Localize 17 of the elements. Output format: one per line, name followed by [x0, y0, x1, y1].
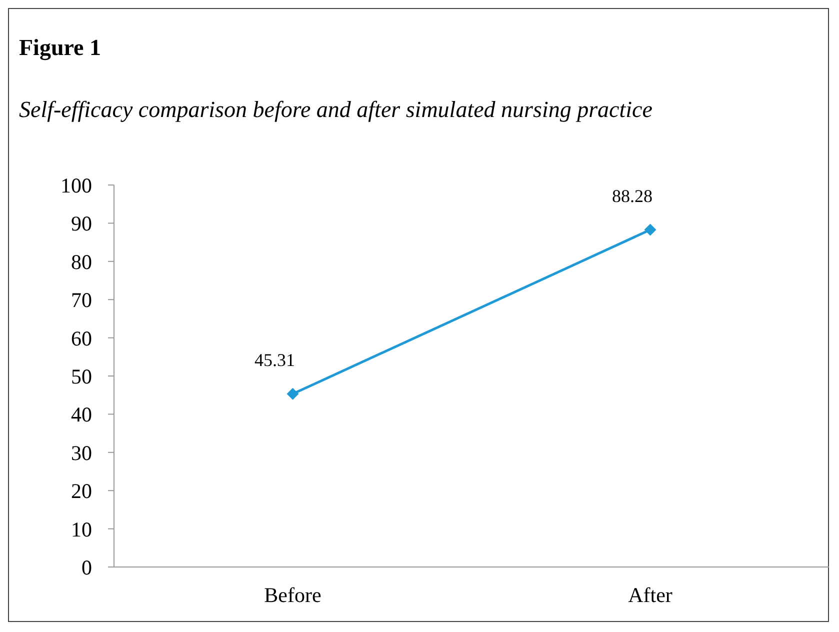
data-label: 88.28: [612, 186, 652, 206]
y-tick-label: 50: [71, 364, 92, 388]
chart-subtitle: Self-efficacy comparison before and after simulated nursing practice: [19, 97, 652, 123]
y-tick-label: 0: [82, 555, 92, 580]
y-tick-label: 20: [71, 479, 92, 504]
x-tick-label: Before: [264, 582, 322, 607]
x-tick-label: After: [628, 582, 672, 607]
data-label: 45.31: [254, 350, 295, 370]
chart-title: Figure 1: [19, 35, 101, 61]
y-tick-label: 10: [71, 517, 92, 542]
y-tick-label: 40: [71, 402, 92, 427]
y-tick-label: 70: [71, 288, 92, 312]
y-tick-label: 80: [71, 250, 92, 274]
y-tick-label: 30: [71, 440, 92, 465]
y-tick-label: 90: [71, 212, 92, 236]
y-tick-label: 60: [71, 326, 92, 350]
y-tick-label: 100: [60, 173, 92, 198]
